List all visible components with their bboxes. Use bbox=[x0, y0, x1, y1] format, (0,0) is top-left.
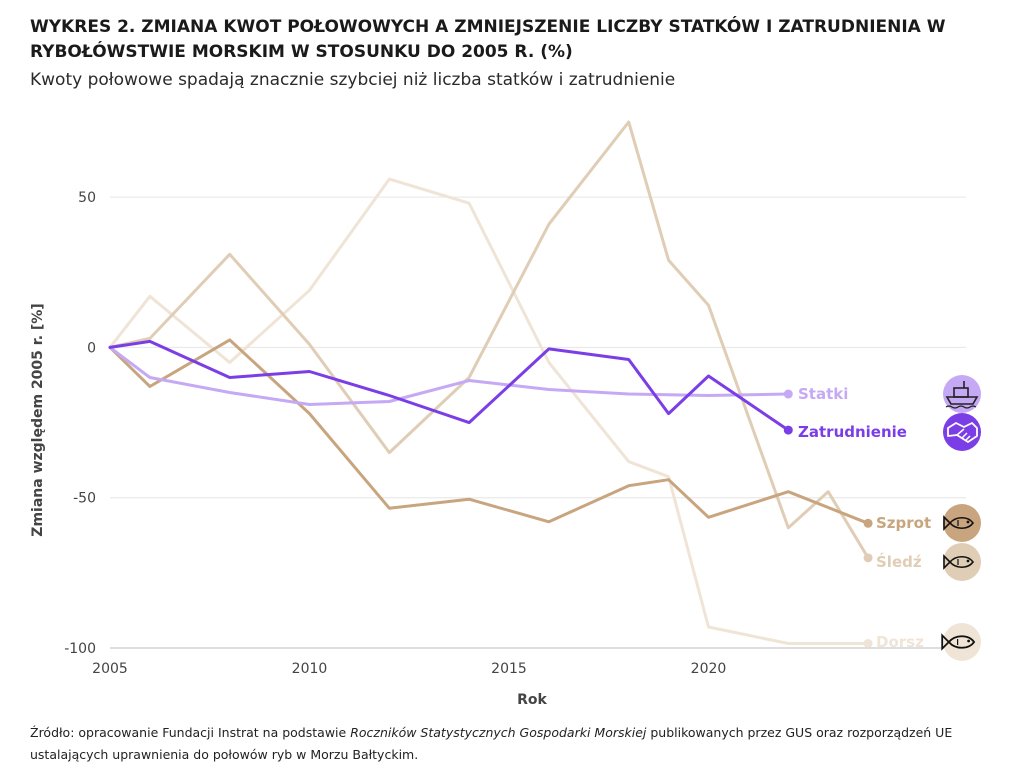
series-endpoint-zatrudnienie bbox=[783, 425, 793, 435]
handshake-fingers bbox=[956, 428, 971, 441]
icon-badge bbox=[943, 504, 981, 542]
series-icons bbox=[941, 375, 981, 661]
series-label-zatrudnienie: Zatrudnienie bbox=[798, 423, 907, 441]
fish-eye bbox=[966, 520, 970, 524]
icon-badge bbox=[943, 623, 981, 661]
series-label-dorsz: Dorsz bbox=[876, 633, 924, 651]
chart-title: WYKRES 2. ZMIANA KWOT POŁOWOWYCH A ZMNIE… bbox=[30, 17, 946, 62]
fish-tail bbox=[943, 515, 952, 531]
chart-subtitle: Kwoty połowowe spadają znacznie szybciej… bbox=[30, 70, 676, 90]
series-line-szprot bbox=[108, 338, 870, 525]
x-axis-title: Rok bbox=[517, 692, 547, 708]
y-tick-label: 50 bbox=[78, 190, 96, 206]
source-note: Źródło: opracowanie Fundacji Instrat na … bbox=[30, 722, 990, 766]
fish-tail bbox=[941, 633, 951, 651]
series-endpoint-śledź bbox=[863, 553, 873, 563]
series-labels: Dorsz Śledź Szprot Statki Zatrudnienie bbox=[798, 385, 931, 651]
series-line-statki bbox=[108, 345, 790, 406]
fish-eye bbox=[966, 559, 970, 563]
series-endpoint-statki bbox=[783, 389, 793, 399]
cod-fish-icon bbox=[941, 623, 981, 661]
series-line-dorsz bbox=[108, 177, 870, 645]
x-tick-label: 2010 bbox=[292, 661, 328, 677]
source-suffix: publikowanych przez GUS oraz rozporządze… bbox=[30, 725, 953, 762]
x-tick-label: 2020 bbox=[691, 661, 727, 677]
fish-eye bbox=[967, 639, 970, 643]
source-publication: Roczników Statystycznych Gospodarki Mors… bbox=[350, 725, 647, 740]
y-tick-label: 0 bbox=[87, 340, 96, 356]
series-endpoint-szprot bbox=[863, 518, 873, 528]
fish-body bbox=[947, 635, 976, 649]
ship-waves bbox=[945, 405, 977, 409]
x-tick-label: 2015 bbox=[491, 661, 527, 677]
icon-badge bbox=[943, 543, 981, 581]
fish-body bbox=[948, 555, 974, 569]
series-line-zatrudnienie bbox=[108, 339, 790, 432]
series-label-szprot: Szprot bbox=[876, 514, 931, 532]
handshake-outline bbox=[947, 422, 978, 443]
series-line-śledź bbox=[108, 120, 870, 560]
sprat-fish-icon bbox=[943, 504, 981, 542]
series-lines bbox=[108, 120, 873, 648]
series-endpoint-dorsz bbox=[863, 638, 873, 648]
y-axis-title: Zmiana względem 2005 r. [%] bbox=[30, 303, 46, 536]
fish-body bbox=[948, 516, 974, 530]
y-axis-ticks: 50 0 -50 -100 bbox=[64, 190, 96, 657]
line-chart: 50 0 -50 -100 2005 2010 2015 2020 Rok Zmiana w… bbox=[30, 120, 981, 708]
ship-cabin bbox=[953, 387, 969, 398]
source-prefix: Źródło: opracowanie Fundacji Instrat na … bbox=[30, 725, 351, 740]
herring-fish-icon bbox=[943, 543, 981, 581]
series-label-statki: Statki bbox=[798, 385, 848, 403]
handshake-icon bbox=[943, 413, 981, 451]
ship-icon bbox=[943, 375, 981, 413]
series-label-śledź: Śledź bbox=[876, 552, 922, 571]
x-axis-ticks: 2005 2010 2015 2020 bbox=[92, 661, 726, 677]
fish-tail bbox=[943, 554, 952, 570]
x-tick-label: 2005 bbox=[92, 661, 128, 677]
y-tick-label: -50 bbox=[73, 491, 96, 507]
y-tick-label: -100 bbox=[64, 641, 96, 657]
